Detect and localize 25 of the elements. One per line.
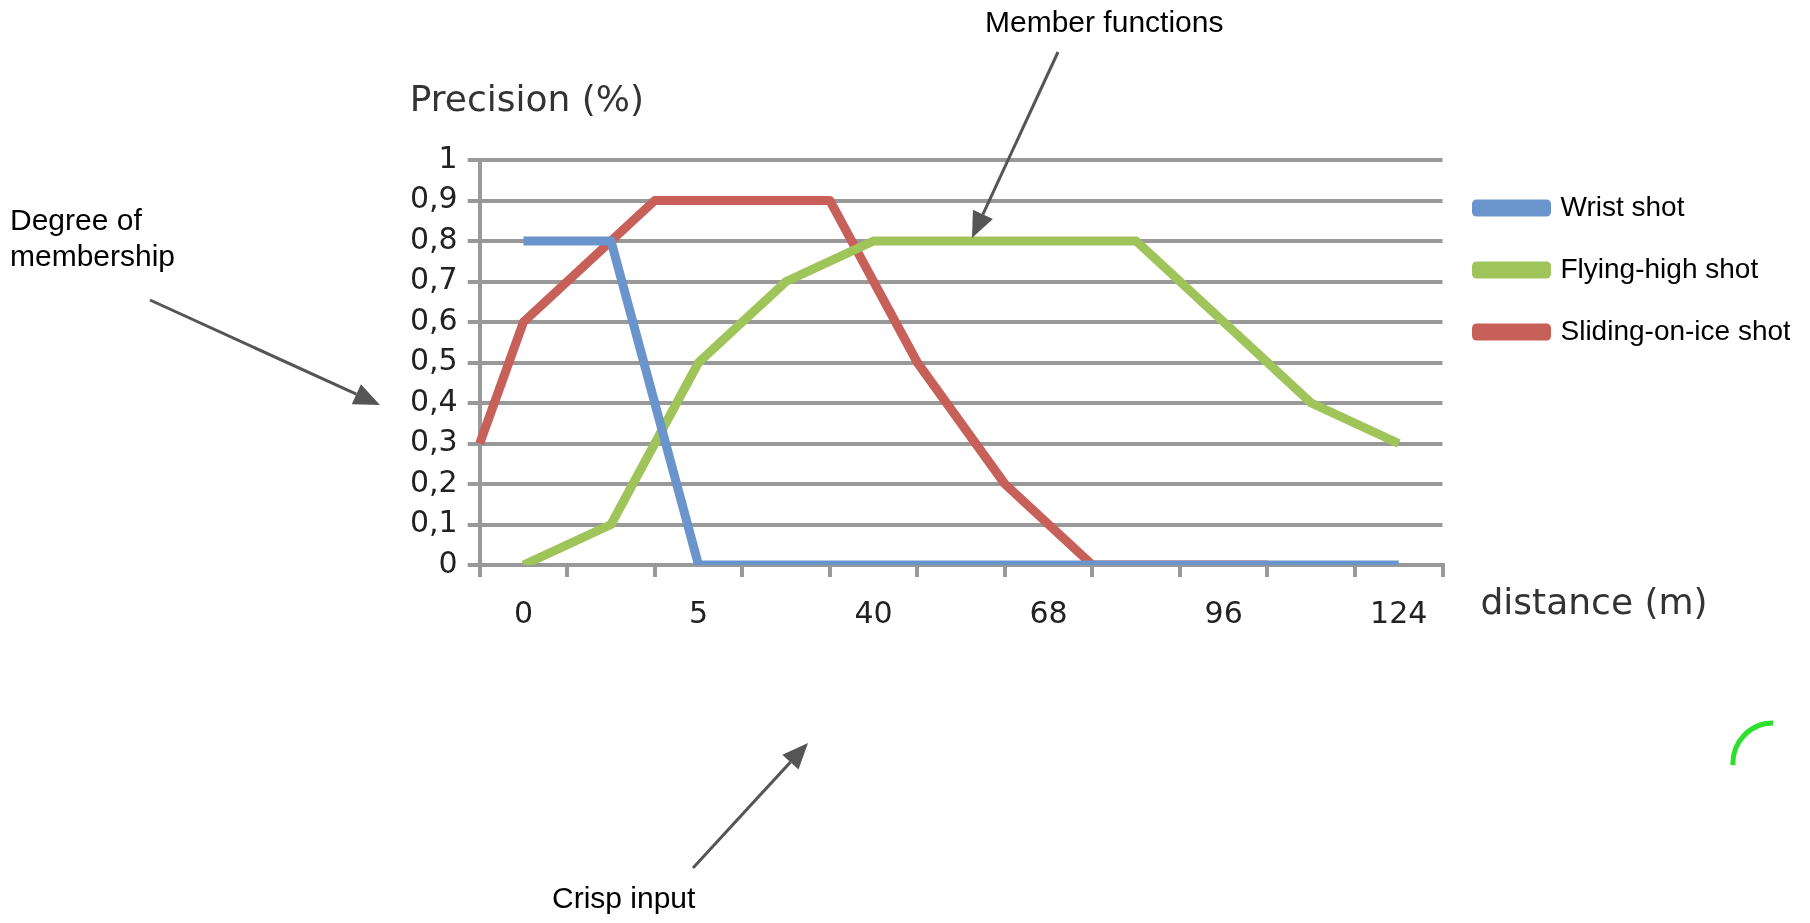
x-tick-label: 68 bbox=[1029, 594, 1068, 630]
legend-label: Wrist shot bbox=[1560, 190, 1685, 222]
y-tick-label: 0,8 bbox=[409, 220, 458, 256]
y-axis-title: Precision (%) bbox=[409, 78, 645, 120]
x-tick-label: 96 bbox=[1204, 594, 1243, 630]
y-tick-label: 0,3 bbox=[409, 423, 458, 459]
y-tick-label: 0,6 bbox=[409, 301, 458, 337]
x-tick-label: 0 bbox=[513, 594, 534, 630]
text: Member functions bbox=[985, 4, 1224, 40]
y-tick-label: 0,5 bbox=[409, 342, 458, 378]
y-tick-label: 0 bbox=[438, 544, 458, 580]
text: Crisp input bbox=[552, 880, 696, 916]
legend-label: Sliding-on-ice shot bbox=[1560, 314, 1792, 346]
x-tick-label: 5 bbox=[688, 594, 709, 630]
y-tick-label: 0,4 bbox=[409, 382, 458, 418]
x-axis-title: distance (m) bbox=[1480, 581, 1708, 623]
y-tick-label: 0,1 bbox=[409, 504, 458, 540]
y-tick-label: 0,9 bbox=[409, 180, 458, 216]
x-tick-label: 124 bbox=[1370, 594, 1428, 630]
y-tick-label: 1 bbox=[438, 139, 458, 175]
y-tick-label: 0,2 bbox=[409, 463, 458, 499]
x-tick-label: 40 bbox=[854, 594, 893, 630]
y-tick-label: 0,7 bbox=[409, 261, 458, 297]
legend-label: Flying-high shot bbox=[1560, 252, 1759, 284]
text: Degree of membership bbox=[10, 202, 177, 274]
